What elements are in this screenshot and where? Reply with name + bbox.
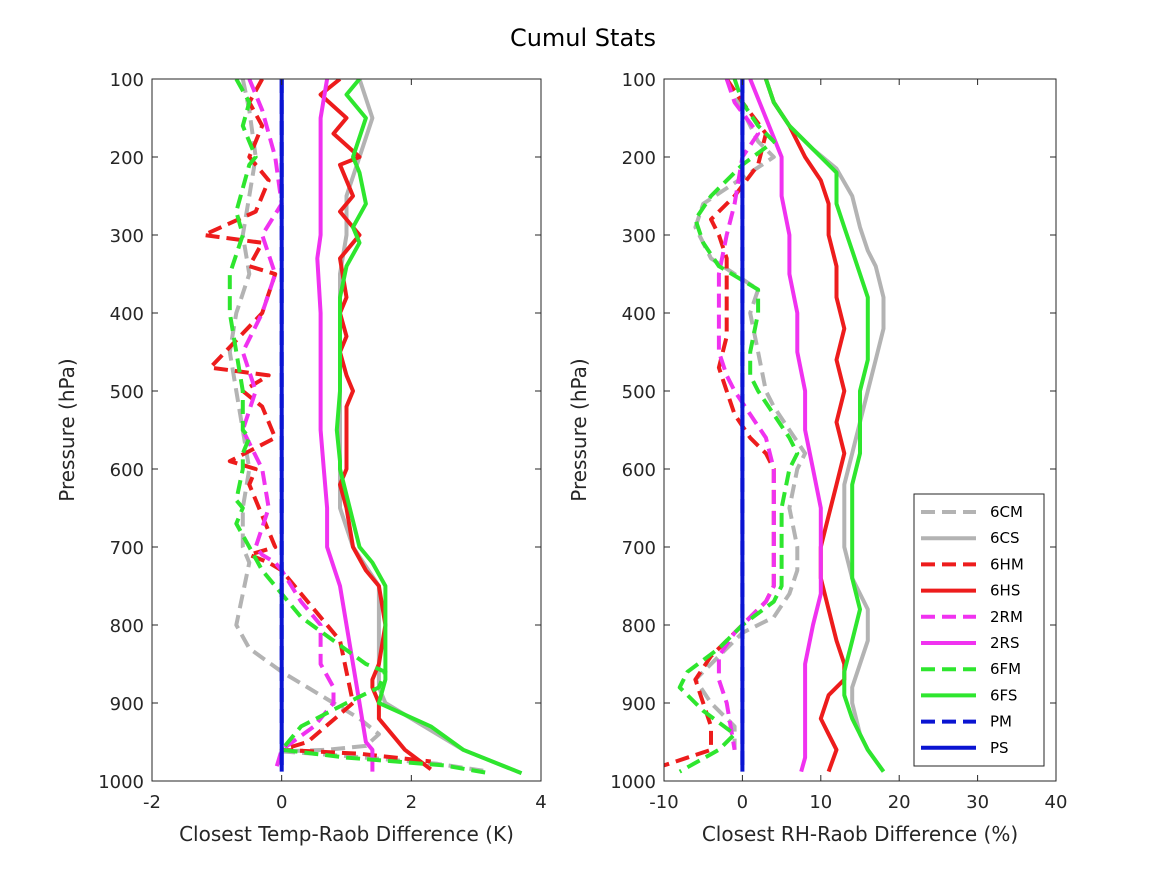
y-tick-label: 200 [110,148,144,169]
x-tick-label: 4 [535,792,546,813]
y-tick-label: 100 [110,70,144,91]
x-tick-label: 2 [406,792,417,813]
temp-panel: -2 0 2 4 100 200 300 400 500 600 700 800 900 1000 Clos… [55,70,547,846]
x-tick-label: 0 [276,792,287,813]
y-tick-label: 400 [622,304,656,325]
y-tick-label: 700 [622,538,656,559]
y-tick-label: 900 [622,694,656,715]
figure-title: Cumul Stats [510,24,656,52]
series-line-6fm [677,79,800,774]
legend-label-6hm: 6HM [990,555,1024,573]
series-line-2rm [716,79,776,751]
legend-label-6cs: 6CS [990,529,1020,547]
x-tick-label: 0 [737,792,748,813]
y-tick-label: 800 [110,616,144,637]
legend-label-ps: PS [990,739,1009,757]
y-tick-label: 400 [110,304,144,325]
series-line-6cm [227,79,490,774]
legend-label-6hs: 6HS [990,582,1020,600]
legend: 6CM 6CS 6HM 6HS 2RM 2RS 6FM 6FS PM PS [913,493,1045,767]
y-axis-label: Pressure (hPa) [55,358,79,501]
x-axis-label: Closest RH-Raob Difference (%) [702,822,1018,846]
y-tick-label: 100 [622,70,656,91]
legend-label-2rs: 2RS [990,634,1020,652]
x-axis-label: Closest Temp-Raob Difference (K) [179,822,514,846]
legend-label-6fs: 6FS [990,686,1017,704]
y-axis-label: Pressure (hPa) [567,358,591,501]
legend-box [913,493,1045,767]
legend-label-6cm: 6CM [990,503,1023,521]
series-line-6hs [764,79,847,773]
axes-frame [663,78,1057,782]
x-tick-label: 20 [888,792,911,813]
y-tick-label: 800 [622,616,656,637]
series-line-6fs [764,79,886,773]
y-tick-label: 1000 [610,772,656,793]
series-line-2rs [748,79,823,773]
x-tick-label: 40 [1045,792,1068,813]
rh-panel: -10 0 10 20 30 40 100 200 300 400 500 600 700 800 900 1… [567,70,1067,846]
y-tick-label: 200 [622,148,656,169]
series-group [201,79,523,776]
x-tick-label: 30 [966,792,989,813]
y-tick-label: 700 [110,538,144,559]
series-line-6hm [664,79,776,768]
series-line-6cm [693,79,808,750]
x-tick-label: -2 [143,792,161,813]
series-line-6hs [318,79,433,771]
legend-label-2rm: 2RM [990,608,1023,626]
legend-label-6fm: 6FM [990,660,1021,678]
y-tick-label: 600 [622,460,656,481]
axes-frame [151,78,542,782]
y-tick-label: 500 [622,382,656,403]
x-tick-label: -10 [649,792,678,813]
series-line-6fm [227,79,490,776]
x-tick-label: 10 [809,792,832,813]
y-tick-label: 900 [110,694,144,715]
series-line-2rm [240,79,336,773]
y-tick-label: 500 [110,382,144,403]
series-group [664,79,886,774]
y-tick-label: 300 [622,226,656,247]
y-tick-label: 600 [110,460,144,481]
legend-label-pm: PM [990,713,1012,731]
series-line-6hm [201,79,432,764]
y-tick-label: 300 [110,226,144,247]
y-tick-label: 1000 [98,772,144,793]
series-line-6fs [334,79,523,776]
